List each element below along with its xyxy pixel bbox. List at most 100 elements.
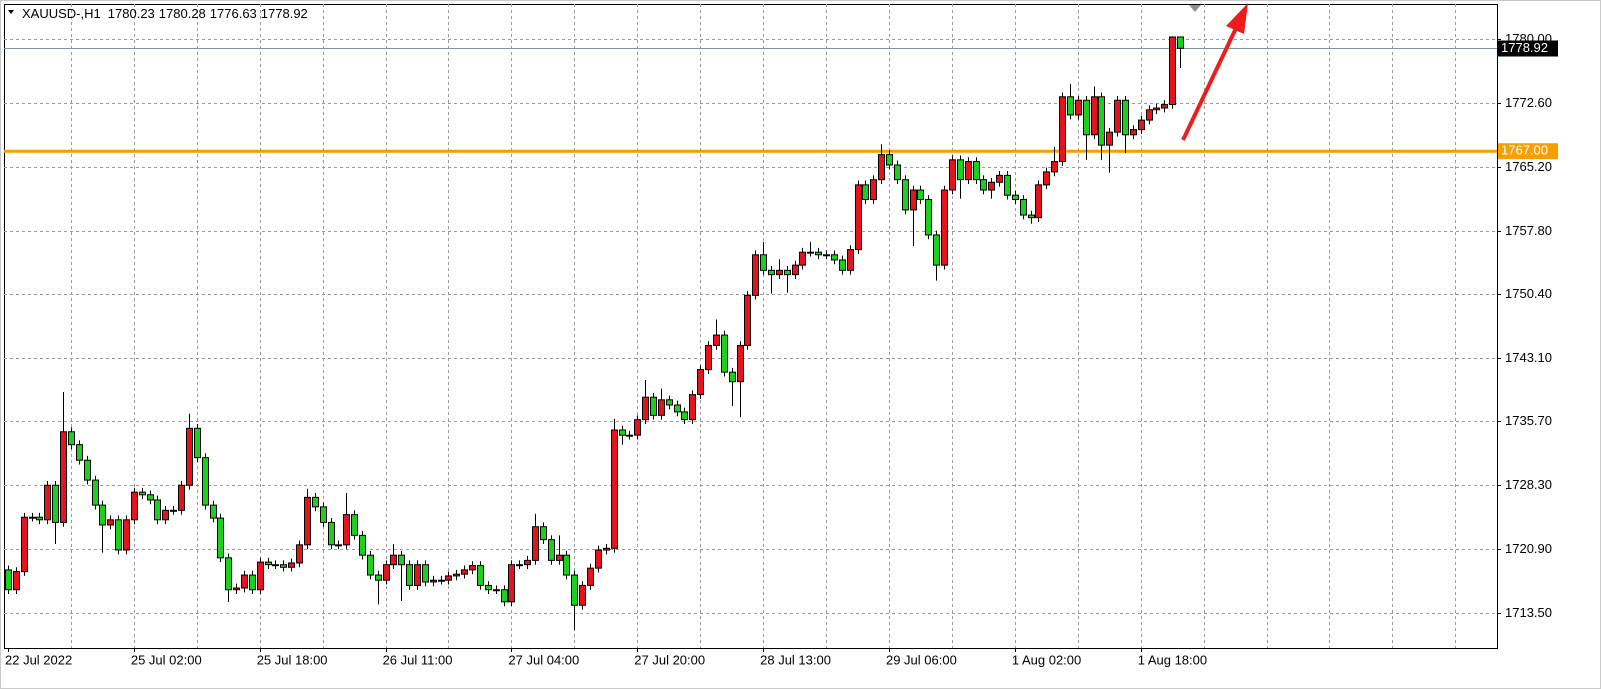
candle-body <box>178 484 185 511</box>
x-tick-label: 28 Jul 13:00 <box>760 652 831 667</box>
candle-body <box>815 251 822 256</box>
candle-body <box>595 549 602 569</box>
x-tick-label: 25 Jul 18:00 <box>257 652 328 667</box>
candle-body <box>375 574 382 581</box>
candle-body <box>359 534 366 556</box>
plot-frame <box>4 4 1498 649</box>
candle-body <box>453 573 460 577</box>
candle-body <box>839 259 846 271</box>
candle-body <box>272 564 279 567</box>
candle-body <box>1012 194 1019 201</box>
candle-body <box>508 564 515 603</box>
header-close: 1778.92 <box>261 6 308 21</box>
candle-body <box>540 526 547 541</box>
candle-body <box>1114 99 1121 133</box>
candle-body <box>563 554 570 576</box>
candle-body <box>996 174 1003 183</box>
candle-body <box>99 504 106 526</box>
candle-body <box>257 561 264 591</box>
candle-body <box>194 427 201 459</box>
x-tick-label: 26 Jul 11:00 <box>383 652 453 667</box>
candle-body <box>5 569 12 591</box>
candle-body <box>1146 109 1153 121</box>
candle-body <box>147 494 154 501</box>
candle-body <box>980 179 987 191</box>
candle-body <box>154 499 161 521</box>
candle-body <box>280 564 287 568</box>
candle-body <box>784 269 791 276</box>
candle-body <box>1161 104 1168 109</box>
candle-body <box>390 554 397 566</box>
y-tick-label: 1728.30 <box>1505 477 1552 492</box>
candle-body <box>92 479 99 506</box>
header-open: 1780.23 <box>108 6 155 21</box>
candle-body <box>186 427 193 486</box>
candle-body <box>532 526 539 561</box>
y-tick-label: 1772.60 <box>1505 95 1552 110</box>
candle-body <box>878 154 885 181</box>
candle-body <box>1004 174 1011 196</box>
candle-body <box>422 564 429 583</box>
candle-body <box>1067 96 1074 116</box>
candle-body <box>548 539 555 561</box>
candle-body <box>343 514 350 546</box>
x-tick-label: 1 Aug 18:00 <box>1138 652 1207 667</box>
candle-body <box>949 159 956 191</box>
candle-body <box>807 251 814 254</box>
candle-body <box>524 559 531 566</box>
candle-body <box>477 565 484 586</box>
level-label-box <box>1498 143 1558 160</box>
candles <box>5 36 1184 631</box>
candle-body <box>862 184 869 201</box>
candle-body <box>1153 107 1160 111</box>
candle-body <box>941 189 948 266</box>
candle-body <box>1059 96 1066 163</box>
candle-body <box>925 199 932 236</box>
candle-body <box>328 521 335 546</box>
candle-body <box>84 459 91 481</box>
candle-body <box>296 544 303 564</box>
candle-body <box>587 567 594 586</box>
menu-triangle[interactable] <box>8 10 14 14</box>
candle-body <box>1138 119 1145 131</box>
x-tick-label: 22 Jul 2022 <box>5 652 72 667</box>
candle-body <box>1106 131 1113 146</box>
candle-body <box>870 179 877 201</box>
header-low: 1776.63 <box>210 6 257 21</box>
candle-body <box>76 444 83 461</box>
level-label: 1767.00 <box>1501 143 1548 158</box>
candle-body <box>225 557 232 591</box>
candle-body <box>60 431 67 523</box>
candle-body <box>52 484 59 523</box>
candle-body <box>910 189 917 211</box>
candle-body <box>571 574 578 606</box>
candle-body <box>847 249 854 271</box>
shift-marker <box>1189 5 1201 12</box>
candle-body <box>855 184 862 251</box>
candle-body <box>933 234 940 266</box>
y-tick-label: 1765.20 <box>1505 159 1552 174</box>
candle-body <box>249 574 256 591</box>
candle-body <box>689 394 696 421</box>
candle-body <box>556 554 563 561</box>
candle-body <box>799 251 806 266</box>
candle-body <box>29 516 36 519</box>
candle-body <box>68 431 75 446</box>
candle-body <box>233 587 240 591</box>
candle-body <box>430 579 437 583</box>
candle-body <box>1177 36 1184 49</box>
price-label-box <box>1498 40 1558 57</box>
candle-body <box>973 161 980 181</box>
arrow-annotation <box>1181 3 1248 141</box>
candle-body <box>792 264 799 276</box>
candle-body <box>894 164 901 181</box>
y-tick-label: 1757.80 <box>1505 223 1552 238</box>
candle-body <box>965 161 972 181</box>
candle-body <box>351 514 358 536</box>
candle-body <box>398 554 405 566</box>
candle-body <box>658 399 665 416</box>
candle-body <box>210 504 217 519</box>
candle-body <box>705 344 712 371</box>
candle-body <box>241 574 248 589</box>
